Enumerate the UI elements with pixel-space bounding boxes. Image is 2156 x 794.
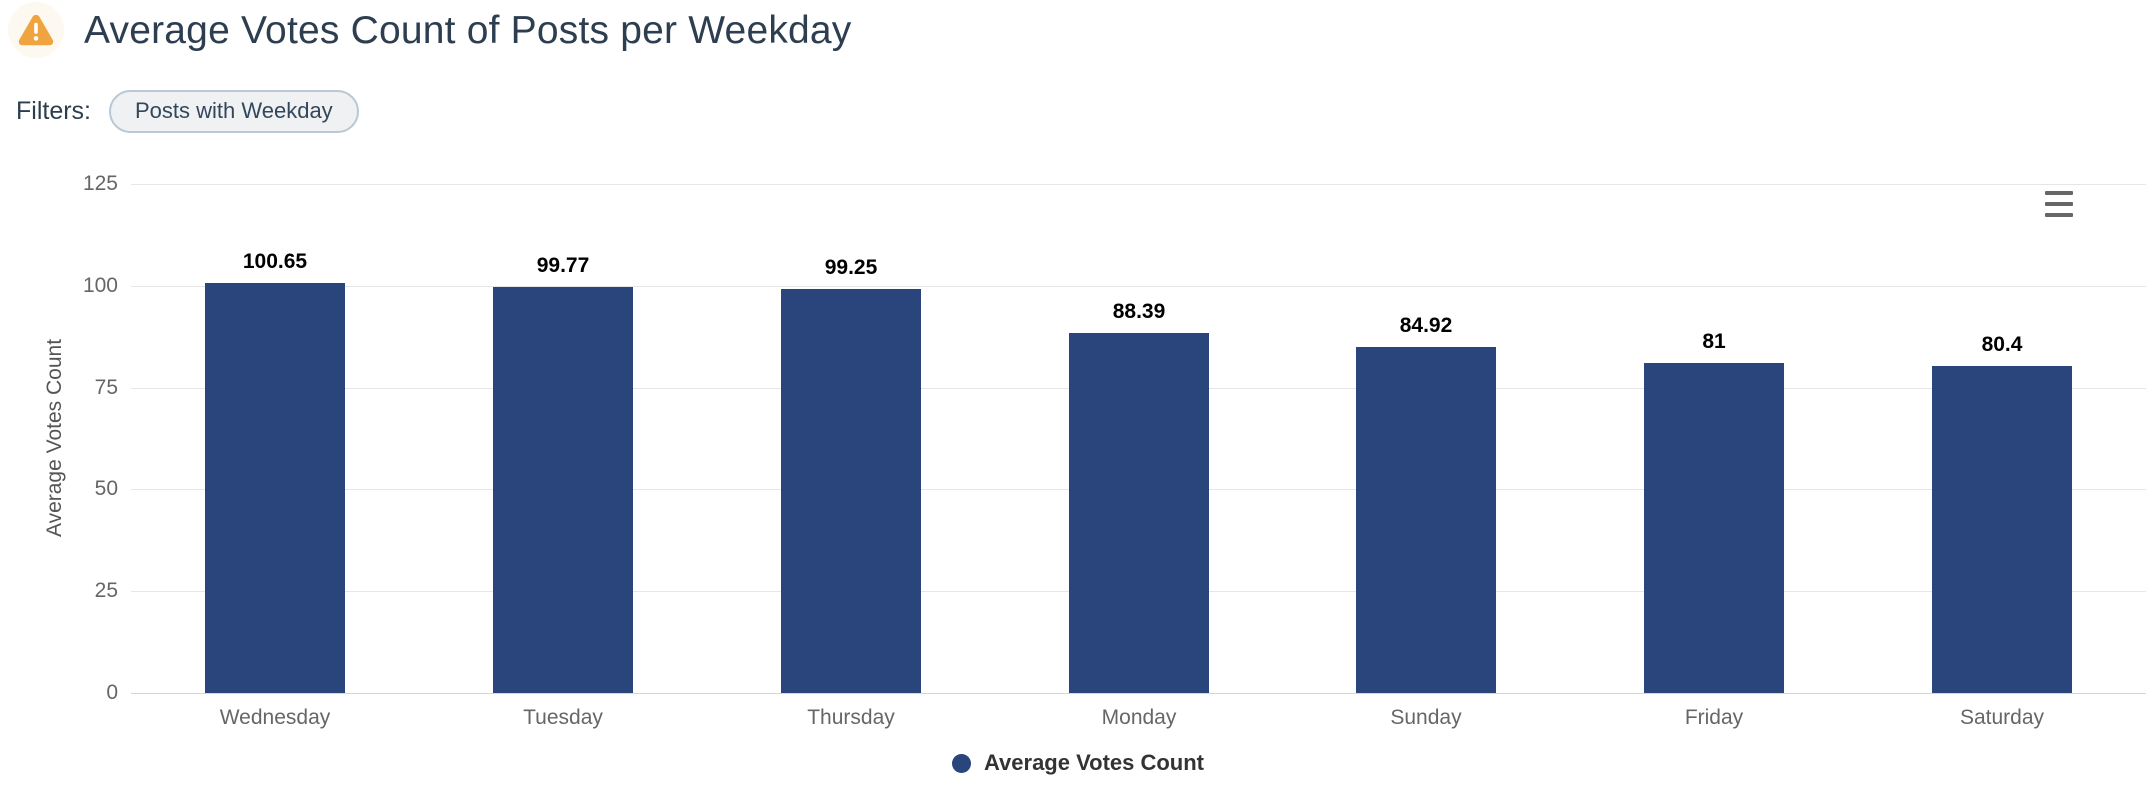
page-title: Average Votes Count of Posts per Weekday (84, 9, 852, 52)
chart-context-menu-button[interactable] (2040, 187, 2078, 221)
y-tick-label: 0 (106, 681, 118, 704)
y-tick-label: 100 (82, 274, 118, 297)
x-axis-label-monday: Monday (1101, 706, 1177, 729)
legend-label: Average Votes Count (983, 750, 1205, 775)
gridline (131, 184, 2146, 185)
filter-chip-posts-with-weekday[interactable]: Posts with Weekday (109, 89, 359, 133)
bar-thursday[interactable] (781, 289, 921, 693)
bar-value-label: 99.25 (824, 256, 878, 279)
bar-value-label: 81 (1702, 330, 1726, 353)
x-axis-label-sunday: Sunday (1390, 706, 1462, 729)
x-axis-label-thursday: Thursday (807, 706, 895, 729)
bar-value-label: 84.92 (1399, 314, 1453, 337)
bar-value-label: 80.4 (1981, 333, 2023, 356)
y-tick-label: 25 (94, 579, 118, 602)
warning-triangle-icon (18, 14, 54, 46)
hamburger-menu-icon (2045, 213, 2073, 217)
chart-legend: Average Votes Count (0, 750, 2156, 776)
bar-value-label: 99.77 (536, 254, 590, 277)
filters-label: Filters: (16, 96, 91, 125)
legend-marker-icon (951, 753, 971, 773)
filters-bar: Filters: Posts with Weekday (16, 88, 359, 134)
x-axis-label-friday: Friday (1684, 706, 1744, 729)
x-axis-label-saturday: Saturday (1959, 706, 2045, 729)
bar-value-label: 100.65 (242, 250, 308, 273)
bar-wednesday[interactable] (205, 283, 345, 693)
y-tick-label: 125 (82, 172, 118, 195)
hamburger-menu-icon (2045, 191, 2073, 195)
x-axis-line (131, 693, 2146, 694)
bar-tuesday[interactable] (493, 287, 633, 693)
bar-value-label: 88.39 (1112, 300, 1166, 323)
bar-sunday[interactable] (1356, 347, 1496, 693)
legend-item-average-votes-count[interactable]: Average Votes Count (951, 750, 1205, 776)
gridline (131, 286, 2146, 287)
y-axis-title: Average Votes Count (43, 338, 66, 538)
bar-monday[interactable] (1069, 333, 1209, 693)
hamburger-menu-icon (2045, 202, 2073, 206)
bar-saturday[interactable] (1932, 366, 2072, 693)
x-axis-label-tuesday: Tuesday (523, 706, 603, 729)
warning-badge (8, 2, 64, 58)
y-tick-label: 75 (94, 376, 118, 399)
y-tick-label: 50 (94, 477, 118, 500)
bar-friday[interactable] (1644, 363, 1784, 693)
x-axis-label-wednesday: Wednesday (219, 706, 331, 729)
